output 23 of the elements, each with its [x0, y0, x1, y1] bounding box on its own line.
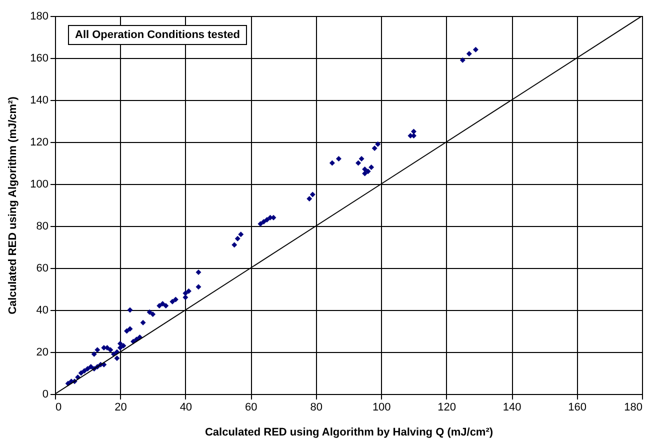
y-tick-label: 180 — [30, 10, 48, 22]
y-tick-label: 100 — [30, 178, 48, 190]
y-tick-label: 160 — [30, 52, 48, 64]
y-tick-label: 120 — [30, 136, 48, 148]
x-tick-label: 0 — [56, 402, 62, 414]
x-tick-label: 100 — [372, 402, 391, 414]
x-tick-label: 60 — [245, 402, 258, 414]
y-axis-title: Calculated RED using Algorithm (mJ/cm²) — [7, 96, 20, 314]
x-tick-label: 20 — [114, 402, 127, 414]
x-tick-label: 140 — [502, 402, 522, 414]
y-tick-label: 20 — [36, 346, 48, 358]
y-tick-label: 140 — [30, 94, 48, 106]
x-tick-label: 120 — [438, 402, 456, 414]
x-tick-label: 180 — [624, 402, 642, 414]
x-tick-label: 160 — [568, 402, 586, 414]
annotation: All Operation Conditions tested — [68, 25, 248, 45]
y-tick-label: 0 — [42, 388, 48, 400]
x-axis-title: Calculated RED using Algorithm by Halving Q (mJ/cm²) — [204, 426, 494, 438]
x-tick-label: 40 — [180, 402, 192, 414]
y-tick-label: 80 — [36, 220, 48, 232]
y-tick-label: 60 — [36, 262, 48, 274]
x-tick-label: 80 — [310, 402, 323, 414]
y-tick-label: 40 — [36, 304, 48, 316]
